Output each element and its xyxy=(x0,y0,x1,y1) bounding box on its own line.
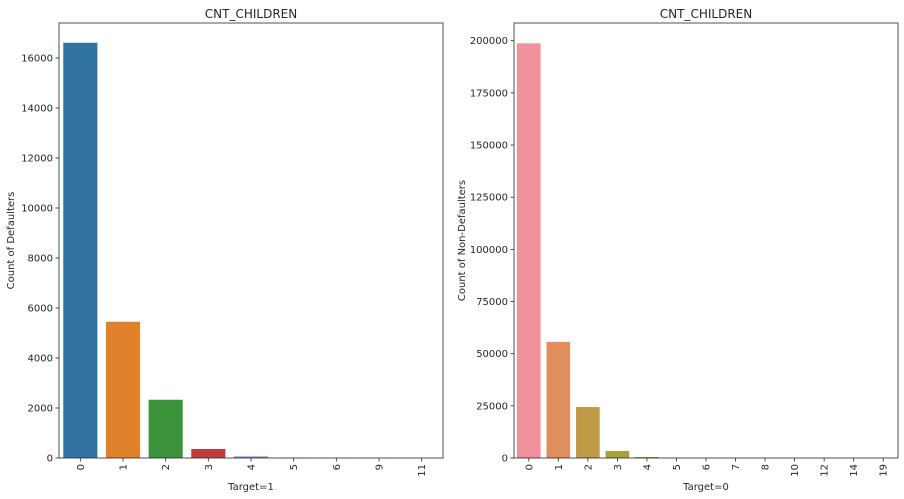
x-tick-label: 9 xyxy=(375,464,386,470)
y-tick-label: 6000 xyxy=(28,304,53,315)
x-tick-label: 2 xyxy=(583,464,594,470)
bar-4 xyxy=(233,456,269,458)
x-tick-label: 1 xyxy=(119,464,130,470)
y-tick-label: 4000 xyxy=(28,354,53,365)
y-tick-label: 2000 xyxy=(28,404,53,415)
y-tick-label: 0 xyxy=(47,454,53,465)
x-tick-label: 5 xyxy=(672,464,683,470)
x-tick-label: 10 xyxy=(790,464,801,477)
bar-3 xyxy=(605,450,630,458)
bar-2 xyxy=(148,399,183,458)
y-tick-label: 10000 xyxy=(21,204,53,215)
x-tick-label: 3 xyxy=(204,464,215,470)
y-axis-label: Count of Defaulters xyxy=(6,192,17,290)
x-tick-label: 1 xyxy=(554,464,565,470)
x-tick-label: 5 xyxy=(289,464,300,470)
chart-title: CNT_CHILDREN xyxy=(660,7,752,21)
x-tick-label: 8 xyxy=(761,464,772,470)
chart-2: CNT_CHILDREN 0 25000 50000 75000 100000 125000… xyxy=(457,7,899,493)
x-tick-label: 6 xyxy=(702,464,713,470)
x-tick-label: 4 xyxy=(642,464,653,470)
bar-3 xyxy=(191,449,226,458)
chart-1: CNT_CHILDREN 0 2000 4000 6000 8000 10000 12000 1… xyxy=(6,7,444,493)
y-tick-label: 16000 xyxy=(21,54,53,65)
y-tick-label: 12000 xyxy=(21,154,53,165)
bar-4 xyxy=(635,457,659,458)
x-tick-label: 0 xyxy=(524,464,535,470)
x-tick-label: 19 xyxy=(879,464,890,477)
x-axis-label: Target=0 xyxy=(682,482,729,493)
y-tick-label: 8000 xyxy=(28,254,53,265)
y-tick-label: 200000 xyxy=(470,36,508,47)
y-tick-label: 25000 xyxy=(476,401,508,412)
plot-frame xyxy=(58,22,444,459)
x-tick-label: 0 xyxy=(76,464,87,470)
chart-title: CNT_CHILDREN xyxy=(205,7,297,21)
x-tick-label: 3 xyxy=(613,464,624,470)
plot-frame xyxy=(513,22,899,459)
y-axis-label: Count of Non-Defaulters xyxy=(457,180,468,301)
bar-1 xyxy=(105,321,141,458)
x-tick-label: 4 xyxy=(247,464,258,470)
bar-1 xyxy=(546,341,571,458)
x-tick-label: 6 xyxy=(332,464,343,470)
x-tick-label: 11 xyxy=(417,464,428,477)
y-tick-label: 100000 xyxy=(470,245,508,256)
y-tick-label: 125000 xyxy=(470,193,508,204)
bar-0 xyxy=(516,43,541,458)
y-tick-label: 150000 xyxy=(470,141,508,152)
y-tick-label: 14000 xyxy=(21,104,53,115)
x-axis-label: Target=1 xyxy=(227,482,274,493)
x-tick-label: 2 xyxy=(161,464,172,470)
x-tick-label: 7 xyxy=(731,464,742,470)
y-tick-label: 50000 xyxy=(476,349,508,360)
y-tick-label: 0 xyxy=(502,454,508,465)
bar-2 xyxy=(576,407,600,458)
bar-0 xyxy=(63,42,98,458)
y-tick-label: 75000 xyxy=(476,297,508,308)
x-tick-label: 14 xyxy=(849,464,860,477)
x-tick-label: 12 xyxy=(820,464,831,477)
y-tick-label: 175000 xyxy=(470,88,508,99)
